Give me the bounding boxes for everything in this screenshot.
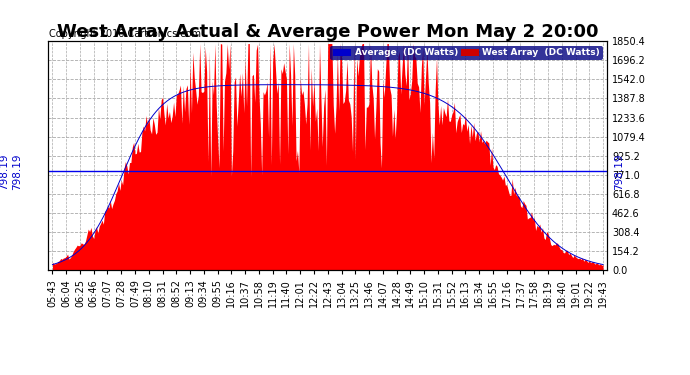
Legend: Average  (DC Watts), West Array  (DC Watts): Average (DC Watts), West Array (DC Watts… (331, 46, 602, 60)
Text: 798.19: 798.19 (0, 153, 10, 190)
Title: West Array Actual & Average Power Mon May 2 20:00: West Array Actual & Average Power Mon Ma… (57, 23, 598, 41)
Text: 798.19: 798.19 (12, 153, 23, 190)
Text: Copyright 2016 Cartronics.com: Copyright 2016 Cartronics.com (49, 29, 201, 39)
Text: 798.19: 798.19 (614, 153, 624, 190)
